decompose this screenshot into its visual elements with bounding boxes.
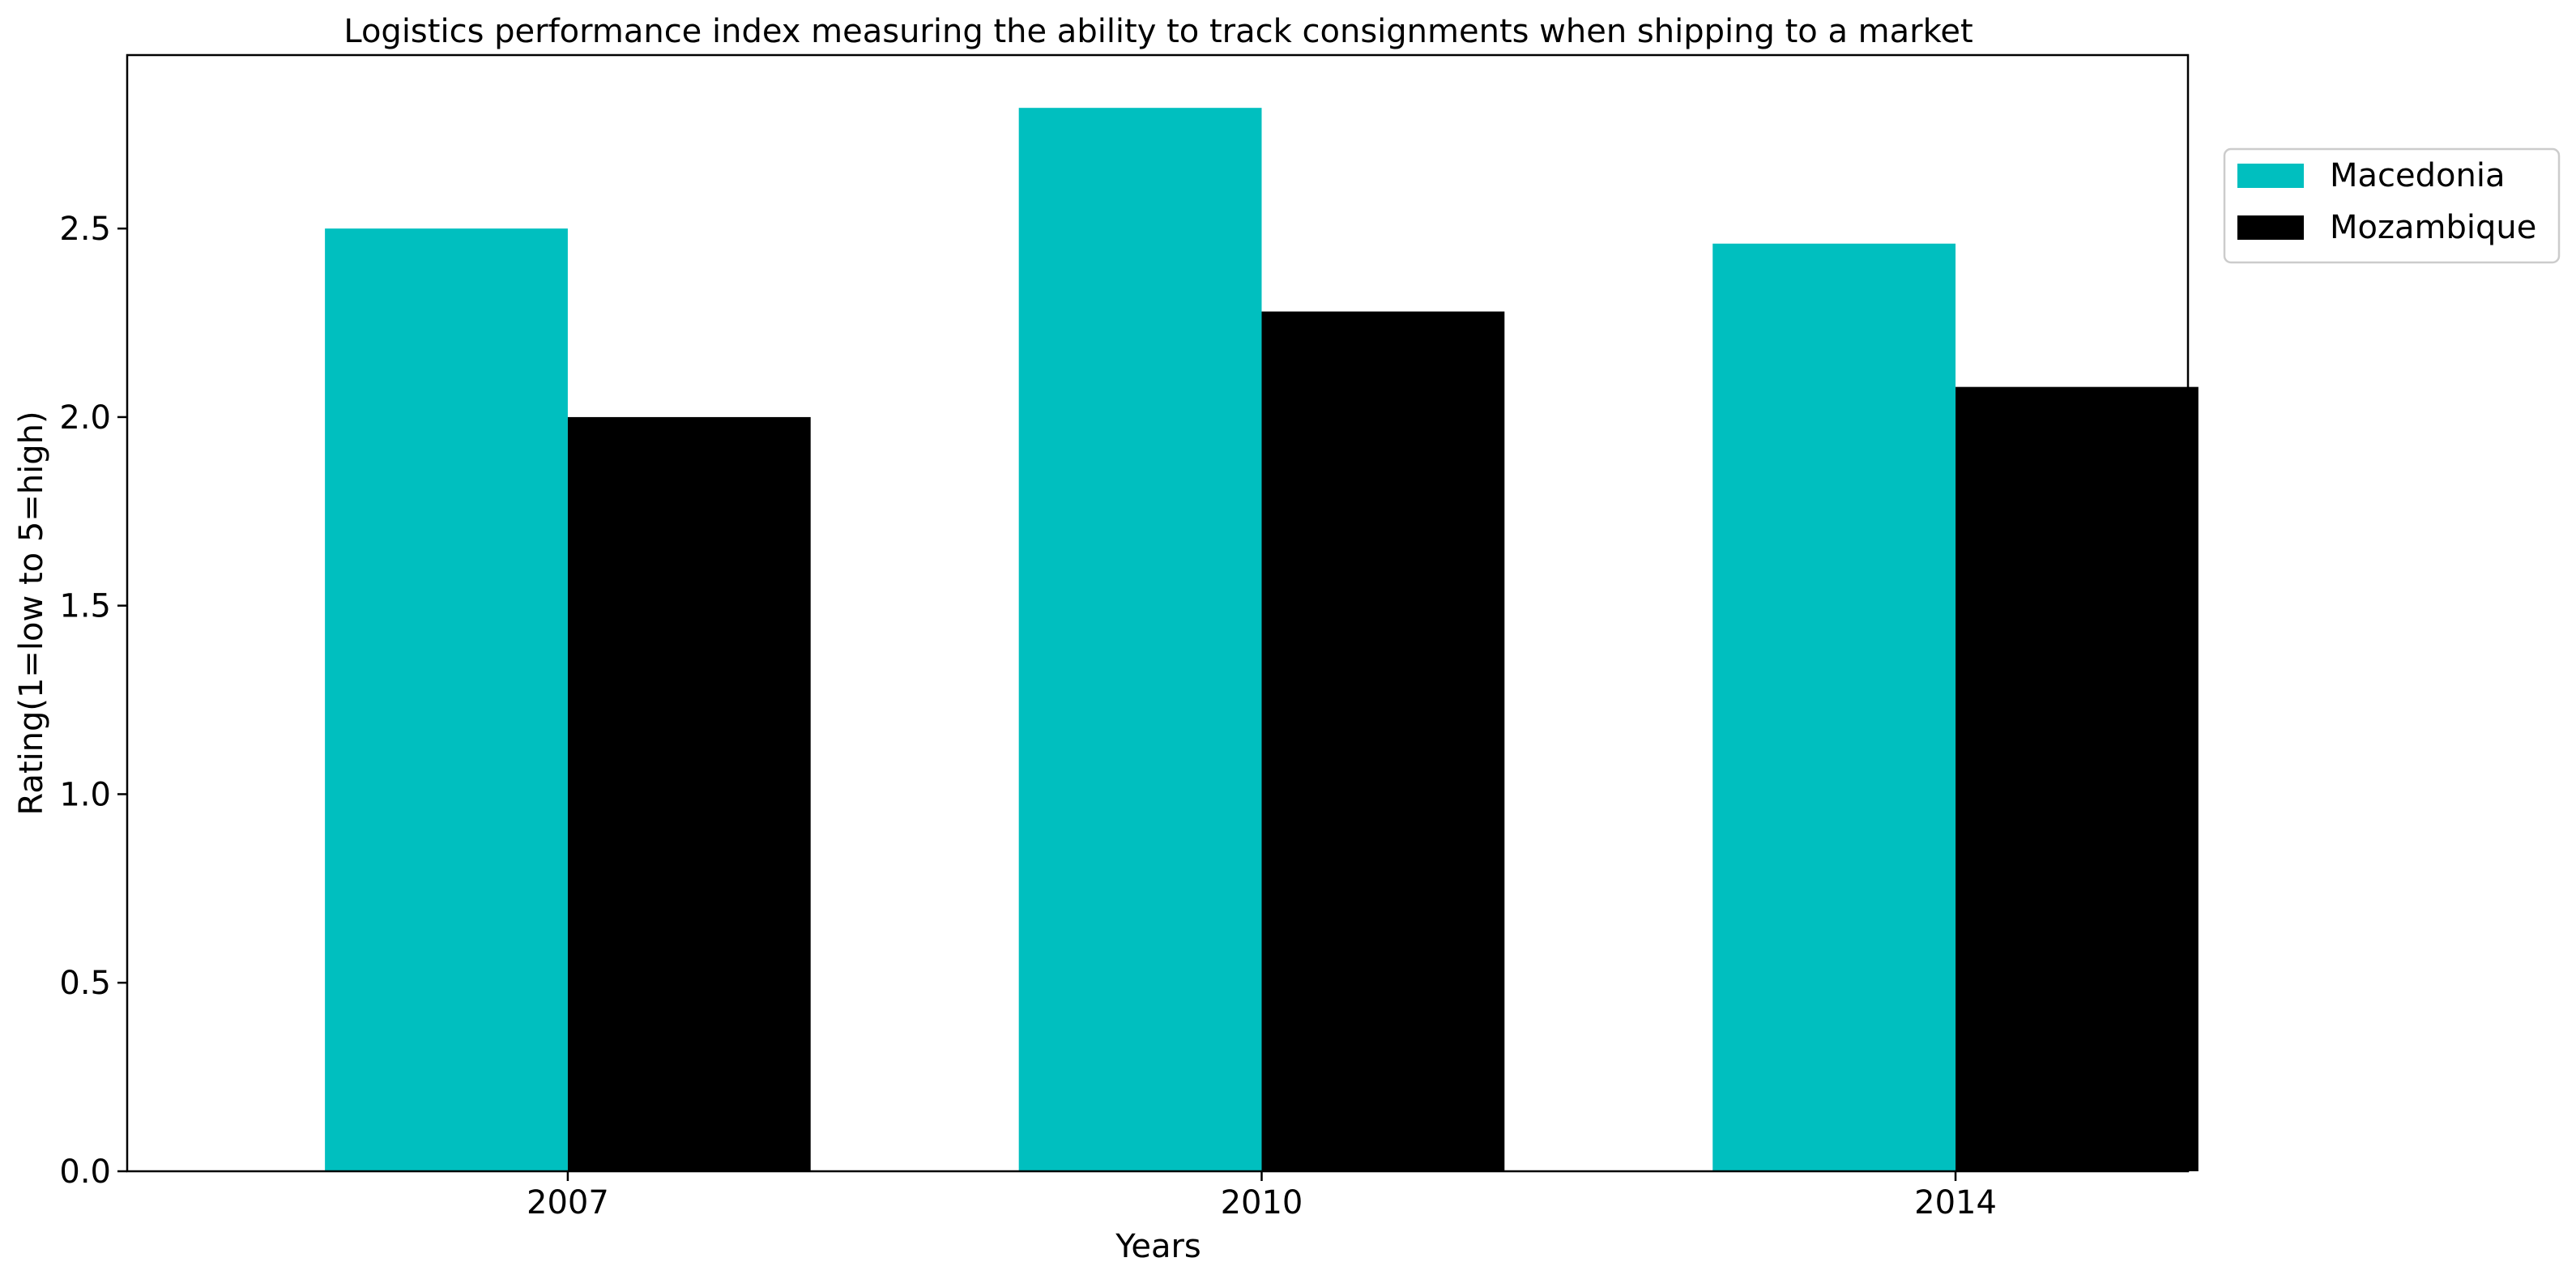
bars-layer <box>325 108 2199 1172</box>
y-tick-label: 1.0 <box>59 776 111 813</box>
chart-title: Logistics performance index measuring th… <box>343 13 1973 50</box>
legend-box <box>2223 147 2561 264</box>
y-axis-label: Rating(1=low to 5=high) <box>13 411 50 815</box>
y-tick-label: 0.5 <box>59 965 111 1002</box>
bar-mozambique-2010 <box>1261 311 1505 1171</box>
y-tick-label: 1.5 <box>59 588 111 625</box>
x-tick-label: 2007 <box>527 1184 609 1221</box>
bar-macedonia-2014 <box>1712 243 1956 1171</box>
legend-swatch-mozambique <box>2237 215 2304 240</box>
legend: Macedonia Mozambique <box>2223 147 2561 264</box>
y-tick-label: 2.5 <box>59 211 111 248</box>
y-axis: 0.0 0.5 1.0 1.5 2.0 2.5 <box>59 211 127 1191</box>
x-tick-label: 2010 <box>1221 1184 1303 1221</box>
x-axis: 2007 2010 2014 <box>527 1171 1997 1221</box>
legend-swatch-macedonia <box>2237 164 2304 188</box>
x-axis-label: Years <box>1115 1228 1201 1265</box>
bar-macedonia-2010 <box>1018 108 1262 1172</box>
plot-area-frame <box>126 53 2190 1173</box>
bar-macedonia-2007 <box>325 228 568 1171</box>
legend-label-mozambique: Mozambique <box>2330 209 2536 246</box>
y-tick-label: 0.0 <box>59 1153 111 1191</box>
y-tick-label: 2.0 <box>59 399 111 437</box>
bar-mozambique-2007 <box>567 416 811 1171</box>
legend-label-macedonia: Macedonia <box>2330 157 2505 194</box>
bar-mozambique-2014 <box>1955 386 2199 1172</box>
x-tick-label: 2014 <box>1914 1184 1997 1221</box>
